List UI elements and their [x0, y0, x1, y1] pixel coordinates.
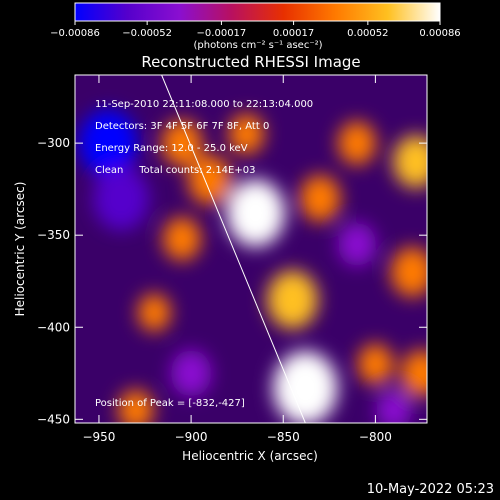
x-tick-label: −800 [359, 430, 392, 444]
heatmap-source [118, 389, 154, 423]
colorbar-ticks: −0.00086 −0.00052 −0.00017 0.00017 0.00052 0.… [50, 21, 461, 39]
y-tick-label: −400 [37, 320, 70, 334]
colorbar-tick-label: −0.00052 [122, 28, 172, 39]
heatmap-source [267, 270, 318, 329]
heatmap-source [162, 217, 201, 261]
colorbar-tick-label: 0.00086 [419, 28, 460, 39]
peak-position-text: Position of Peak = [-832,-427] [95, 398, 245, 409]
colorbar-tick-label: −0.00086 [50, 28, 100, 39]
heatmap-source [393, 135, 427, 188]
colorbar-tick-label: 0.00052 [347, 28, 388, 39]
time-range-text: 11-Sep-2010 22:11:08.000 to 22:13:04.000 [95, 99, 314, 110]
heatmap-source [338, 222, 376, 267]
heatmap-source [161, 119, 203, 167]
heatmap-source [299, 175, 341, 222]
y-axis-ticks: −300 −350 −400 −450 [37, 136, 427, 426]
heatmap-source [376, 389, 412, 423]
heatmap-source [170, 350, 212, 397]
heatmap-source [78, 109, 138, 177]
colorbar-tick-label: −0.00017 [197, 28, 247, 39]
heatmap-source [390, 247, 427, 297]
heatmap-source [228, 113, 265, 155]
energy-range-text: Energy Range: 12.0 - 25.0 keV [95, 143, 248, 154]
heatmap-source [357, 343, 394, 385]
x-axis-label: Heliocentric X (arcsec) [182, 449, 318, 463]
heatmap-source [338, 121, 376, 165]
x-axis-ticks: −950 −900 −850 −800 [82, 75, 392, 444]
heatmap-source [226, 179, 285, 247]
heatmap-source [273, 351, 338, 423]
heatmap-source [188, 155, 232, 205]
heatmap-source [401, 350, 427, 397]
observation-info: 11-Sep-2010 22:11:08.000 to 22:13:04.000… [95, 88, 313, 187]
clean-counts-text: Clean Total counts: 2.14E+03 [95, 165, 256, 176]
x-tick-label: −900 [175, 430, 208, 444]
colorbar [74, 2, 441, 22]
colorbar-unit-label: (photons cm⁻² s⁻¹ asec⁻²) [193, 40, 322, 51]
y-tick-label: −450 [37, 412, 70, 426]
solar-limb-line [161, 75, 306, 423]
heatmap-source [93, 166, 149, 231]
colorbar-tick-label: 0.00017 [273, 28, 314, 39]
footer-date: 10-May-2022 05:23 [366, 482, 494, 497]
y-tick-label: −350 [37, 228, 70, 242]
detectors-text: Detectors: 3F 4F 5F 6F 7F 8F, Att 0 [95, 121, 270, 132]
heatmap-source [137, 293, 171, 332]
x-tick-label: −950 [82, 430, 115, 444]
y-tick-label: −300 [37, 136, 70, 150]
chart-title: Reconstructed RHESSI Image [141, 53, 360, 71]
x-tick-label: −850 [267, 430, 300, 444]
plot-frame [74, 74, 428, 424]
y-axis-label: Heliocentric Y (arcsec) [13, 182, 27, 317]
heatmap-image [78, 109, 427, 423]
